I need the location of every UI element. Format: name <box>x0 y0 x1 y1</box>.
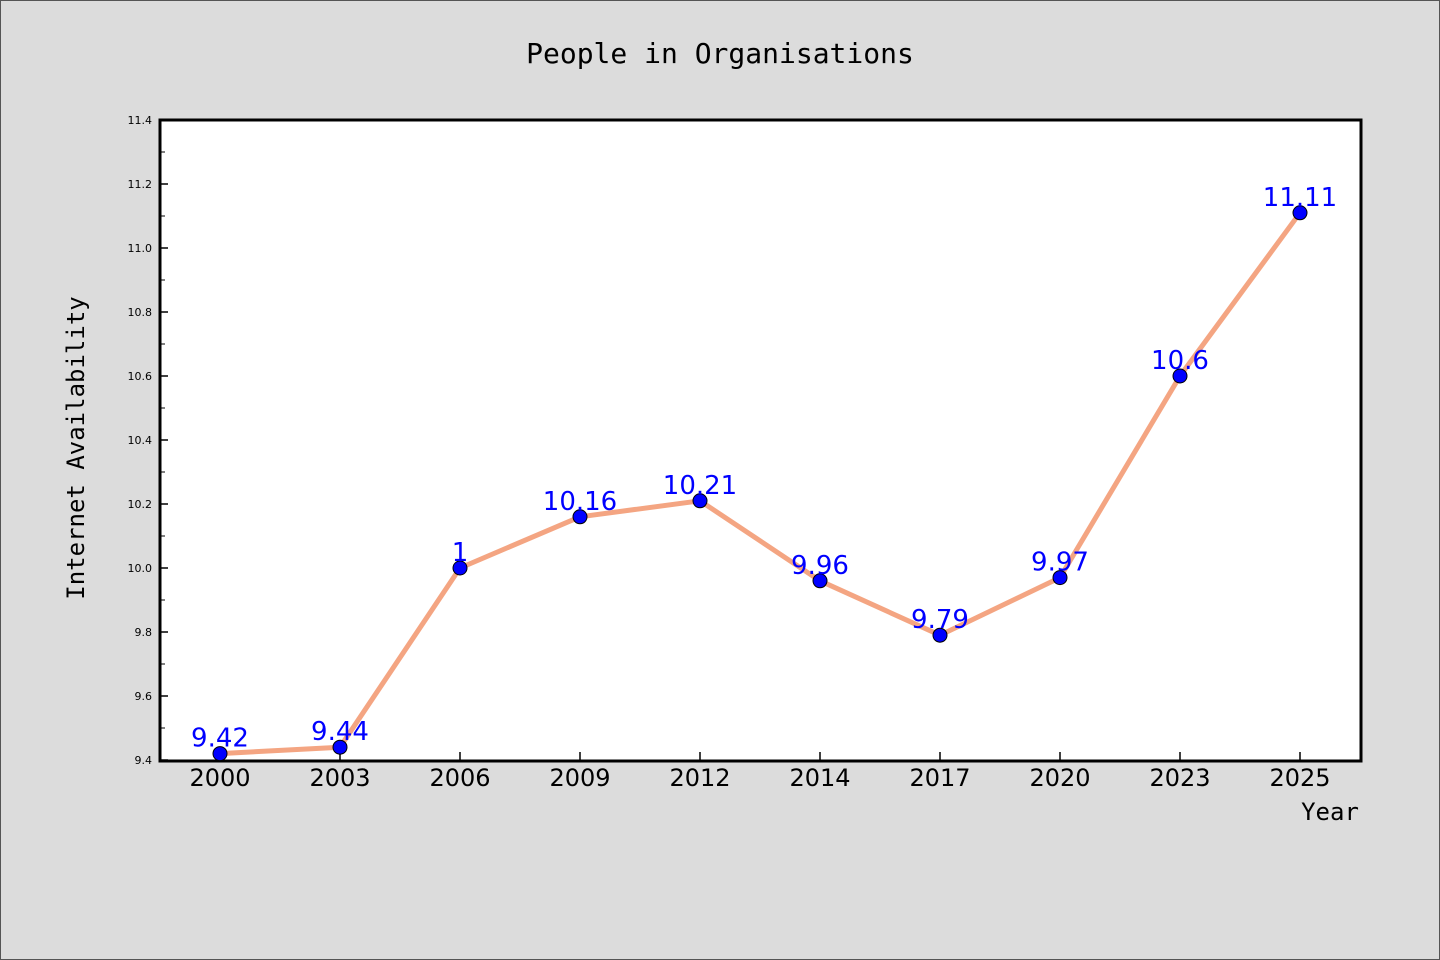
data-point <box>1052 570 1068 586</box>
x-axis: 2000 2003 2006 2009 2012 2014 2017 2020 2023 2025 <box>189 752 1331 792</box>
y-tick-label: 10.2 <box>128 498 153 511</box>
data-label: 10.6 <box>1151 346 1209 376</box>
data-series <box>212 205 1308 762</box>
data-label: 9.44 <box>311 717 369 747</box>
y-axis-label: Internet Availability <box>62 296 90 599</box>
data-label: 11.11 <box>1263 183 1337 213</box>
plot-area <box>158 118 1363 763</box>
y-tick-label: 9.6 <box>135 690 153 703</box>
y-tick-label: 11.4 <box>128 114 153 127</box>
y-tick-label: 10.4 <box>128 434 153 447</box>
data-point <box>812 573 828 589</box>
data-label: 9.79 <box>911 605 969 635</box>
x-tick-label: 2017 <box>909 764 970 792</box>
x-tick-label: 2025 <box>1269 764 1330 792</box>
data-label: 9.96 <box>791 551 849 581</box>
y-tick-label: 11.0 <box>128 242 153 255</box>
x-tick-label: 2006 <box>429 764 490 792</box>
data-label: 9.97 <box>1031 548 1089 578</box>
data-point <box>1172 368 1188 384</box>
x-tick-label: 2000 <box>189 764 250 792</box>
y-tick-label: 11.2 <box>128 178 153 191</box>
data-point <box>932 627 948 643</box>
data-point <box>1292 205 1308 221</box>
data-point <box>572 509 588 525</box>
y-tick-label: 9.4 <box>135 754 153 767</box>
x-tick-label: 2023 <box>1149 764 1210 792</box>
x-tick-label: 2012 <box>669 764 730 792</box>
chart-title: People in Organisations <box>526 37 914 70</box>
y-tick-label: 9.8 <box>135 626 153 639</box>
data-point <box>452 560 468 576</box>
x-tick-label: 2020 <box>1029 764 1090 792</box>
series-line <box>219 211 1303 757</box>
data-label: 9.42 <box>191 724 249 754</box>
y-tick-label: 10.0 <box>128 562 153 575</box>
data-label: 1 <box>452 538 469 568</box>
data-labels: 9.42 9.44 1 10.16 10.21 9.96 9.79 9.97 10.6 11.11 <box>191 183 1337 754</box>
y-tick-label: 10.8 <box>128 306 153 319</box>
y-tick-label: 10.6 <box>128 370 153 383</box>
data-label: 10.16 <box>543 487 617 517</box>
x-tick-label: 2014 <box>789 764 850 792</box>
data-point <box>692 493 708 509</box>
y-axis: 9.4 9.6 9.8 10.0 10.2 10.4 10.6 10.8 11.0 11.2 11.… <box>128 114 168 767</box>
data-point <box>332 739 348 755</box>
x-tick-label: 2003 <box>309 764 370 792</box>
data-point <box>212 746 228 762</box>
data-label: 10.21 <box>663 471 737 501</box>
x-tick-label: 2009 <box>549 764 610 792</box>
x-axis-label: Year <box>1301 798 1359 826</box>
